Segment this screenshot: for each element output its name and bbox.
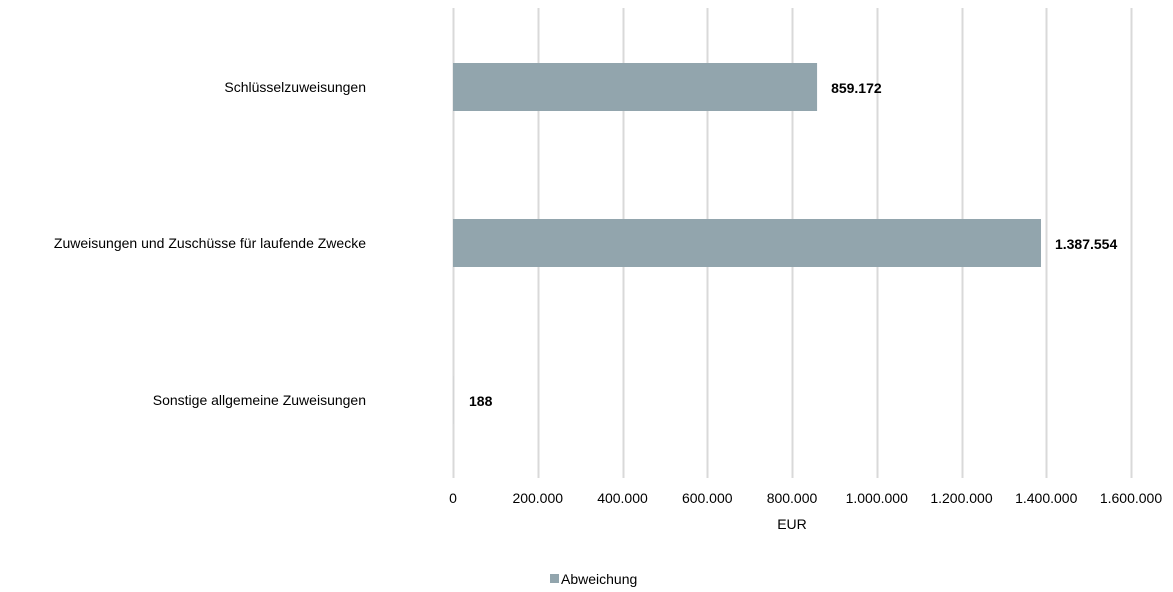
bars: [453, 63, 1041, 424]
x-axis-title: EUR: [777, 516, 807, 532]
category-label-1: Zuweisungen und Zuschüsse für laufende Z…: [54, 235, 366, 251]
x-axis-tick-labels: 0 200.000 400.000 600.000 800.000 1.000.000 1.…: [449, 490, 1162, 506]
x-tick-label-0: 0: [449, 490, 457, 506]
x-tick-label-7: 1.400.000: [1015, 490, 1077, 506]
data-labels: 859.172 1.387.554 188: [469, 80, 1117, 409]
x-tick-label-4: 800.000: [767, 490, 818, 506]
bar-0: [453, 63, 818, 111]
x-tick-label-5: 1.000.000: [846, 490, 908, 506]
category-label-2: Sonstige allgemeine Zuweisungen: [153, 392, 366, 408]
legend-swatch-abweichung: [550, 574, 559, 583]
x-tick-label-1: 200.000: [512, 490, 563, 506]
x-tick-label-2: 400.000: [597, 490, 648, 506]
data-label-1: 1.387.554: [1055, 236, 1117, 252]
legend-label-abweichung: Abweichung: [561, 571, 637, 587]
data-label-0: 859.172: [831, 80, 882, 96]
bar-1: [453, 219, 1041, 267]
category-labels: Schlüsselzuweisungen Zuweisungen und Zusc…: [54, 79, 366, 408]
data-label-2: 188: [469, 393, 493, 409]
x-tick-label-6: 1.200.000: [930, 490, 992, 506]
category-label-0: Schlüsselzuweisungen: [224, 79, 366, 95]
x-tick-label-3: 600.000: [682, 490, 733, 506]
legend: Abweichung: [550, 571, 637, 587]
x-tick-label-8: 1.600.000: [1100, 490, 1162, 506]
